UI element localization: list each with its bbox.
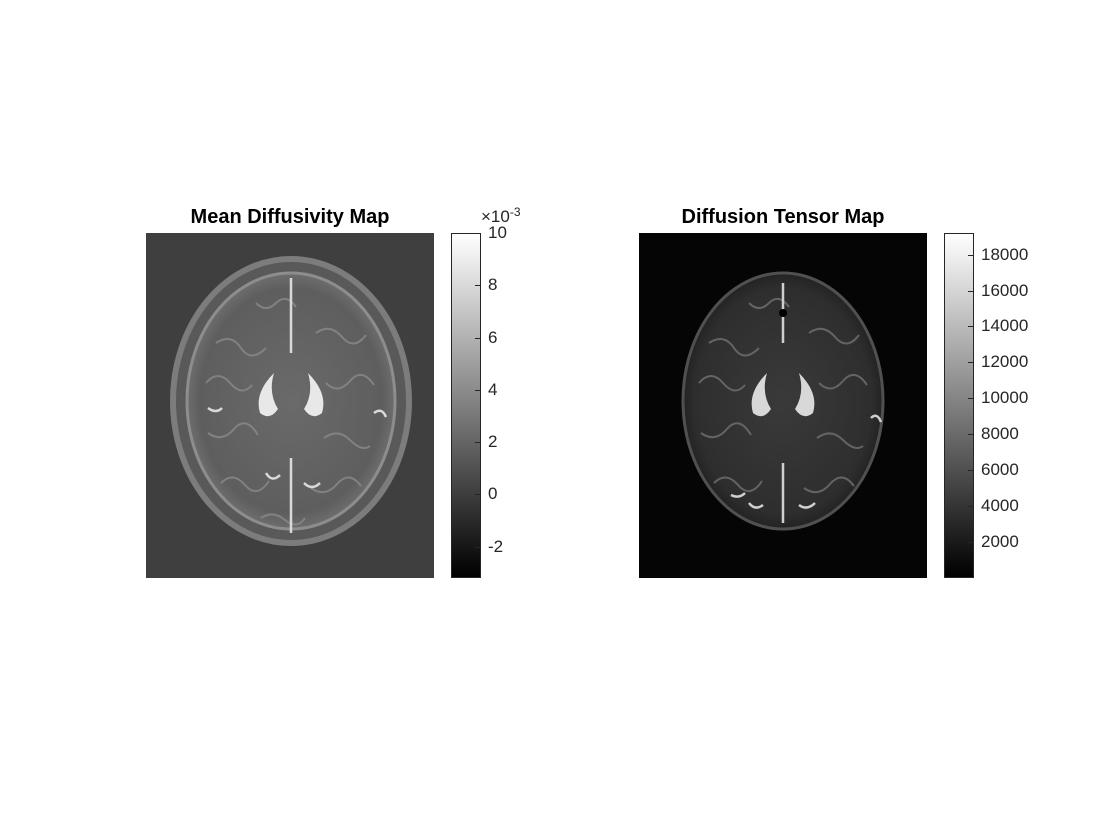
left-colorbar-tick-label: 0 <box>488 484 498 504</box>
left-colorbar-tick-mark <box>475 285 480 287</box>
brain-slice-dt <box>681 271 885 531</box>
right-colorbar-tick-label: 8000 <box>981 424 1019 444</box>
left-colorbar-tick-label: 8 <box>488 275 498 295</box>
right-colorbar-tick-label: 18000 <box>981 244 1029 264</box>
right-colorbar-tick-mark <box>968 362 973 364</box>
right-colorbar-tick-label: 6000 <box>981 460 1019 480</box>
exponent-power: -3 <box>509 205 521 219</box>
left-colorbar <box>451 233 481 578</box>
right-colorbar-tick-mark <box>968 434 973 436</box>
exponent-prefix: ×10 <box>481 207 510 226</box>
right-colorbar-tick-mark <box>968 542 973 544</box>
left-colorbar-tick-label: 6 <box>488 327 498 347</box>
left-colorbar-tick-mark <box>475 337 480 339</box>
left-colorbar-tick-label: 4 <box>488 379 498 399</box>
diffusion-tensor-image <box>639 233 927 578</box>
right-colorbar-tick-mark <box>968 398 973 400</box>
right-colorbar-tick-label: 10000 <box>981 388 1029 408</box>
right-colorbar-tick-mark <box>968 254 973 256</box>
left-colorbar-tick-mark <box>475 442 480 444</box>
right-colorbar-tick-mark <box>968 506 973 508</box>
right-colorbar-tick-label: 12000 <box>981 352 1029 372</box>
right-panel-title: Diffusion Tensor Map <box>681 206 885 228</box>
right-colorbar <box>944 233 974 578</box>
left-colorbar-exponent: ×10-3 <box>481 205 521 227</box>
left-colorbar-tick-label: 2 <box>488 432 498 452</box>
left-colorbar-tick-label: 10 <box>488 223 507 242</box>
mean-diffusivity-image <box>146 233 434 578</box>
left-colorbar-tick-mark <box>475 389 480 391</box>
left-colorbar-tick-mark <box>475 233 480 234</box>
brain-slice-md <box>170 256 412 546</box>
right-colorbar-tick-label: 2000 <box>981 532 1019 552</box>
right-colorbar-tick-mark <box>968 470 973 472</box>
left-panel-title: Mean Diffusivity Map <box>190 206 390 228</box>
right-colorbar-tick-mark <box>968 290 973 292</box>
right-colorbar-tick-label: 4000 <box>981 496 1019 516</box>
left-colorbar-tick-mark <box>475 546 480 548</box>
right-colorbar-tick-label: 14000 <box>981 316 1029 336</box>
left-colorbar-tick-mark <box>475 494 480 496</box>
right-colorbar-tick-mark <box>968 326 973 328</box>
right-colorbar-tick-label: 16000 <box>981 280 1029 300</box>
left-colorbar-tick-label: -2 <box>488 536 504 556</box>
